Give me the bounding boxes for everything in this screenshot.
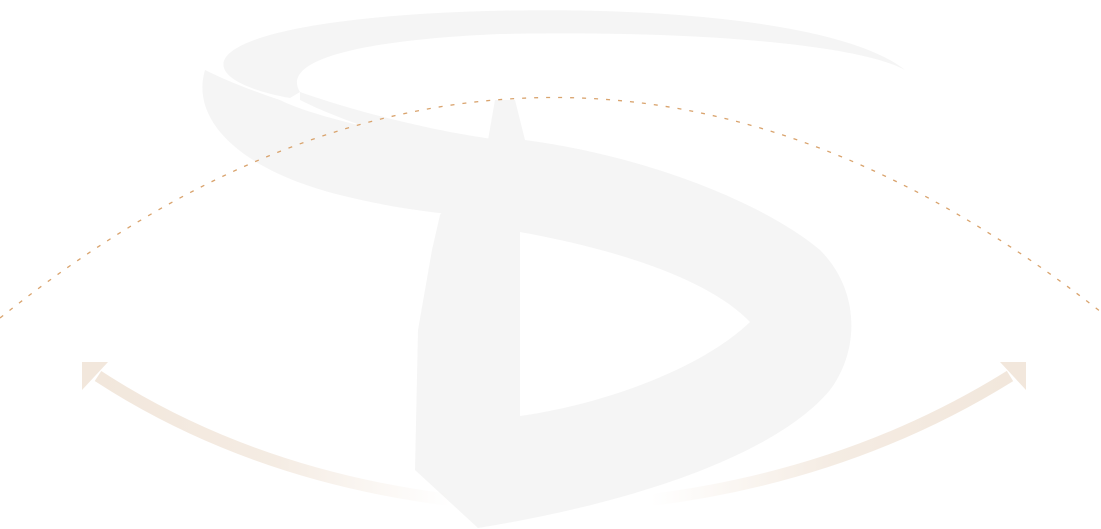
- curved-arrow-left-icon: [82, 362, 451, 506]
- curved-arrow-right-icon: [650, 362, 1026, 506]
- brush-letter-d-logo: [202, 10, 906, 528]
- dotted-arc: [0, 96, 1101, 319]
